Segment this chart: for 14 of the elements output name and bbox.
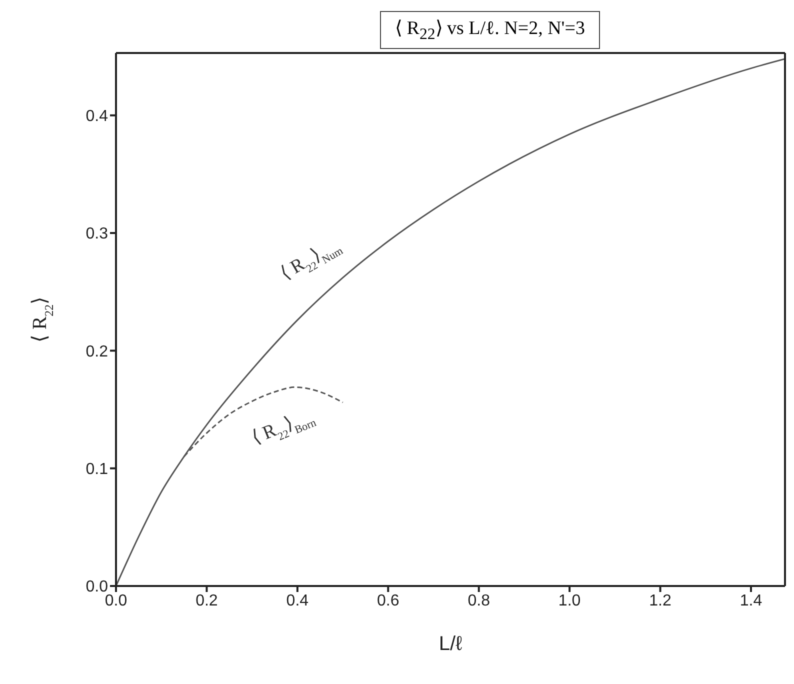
x-axis-title: L/ℓ	[438, 633, 463, 655]
x-tick-label: 0.8	[468, 592, 490, 610]
x-tick-label: 1.0	[558, 592, 581, 610]
y-tick-label: 0.3	[86, 226, 108, 243]
x-tick-label: 1.4	[740, 592, 762, 610]
x-tick-label: 1.2	[649, 592, 672, 610]
x-tick-label: 0.6	[377, 592, 400, 610]
chart-title: ⟨ R$_{22}$⟩ vs L/ℓ. N=2, N'=3	[380, 11, 600, 49]
y-tick-label: 0.1	[86, 461, 108, 478]
y-tick-label: 0.4	[86, 108, 108, 126]
y-tick-label: 0.2	[86, 343, 108, 360]
line-series	[183, 386, 344, 458]
x-tick-label: 0.4	[286, 592, 309, 610]
x-tick-label: 0.2	[196, 592, 218, 610]
